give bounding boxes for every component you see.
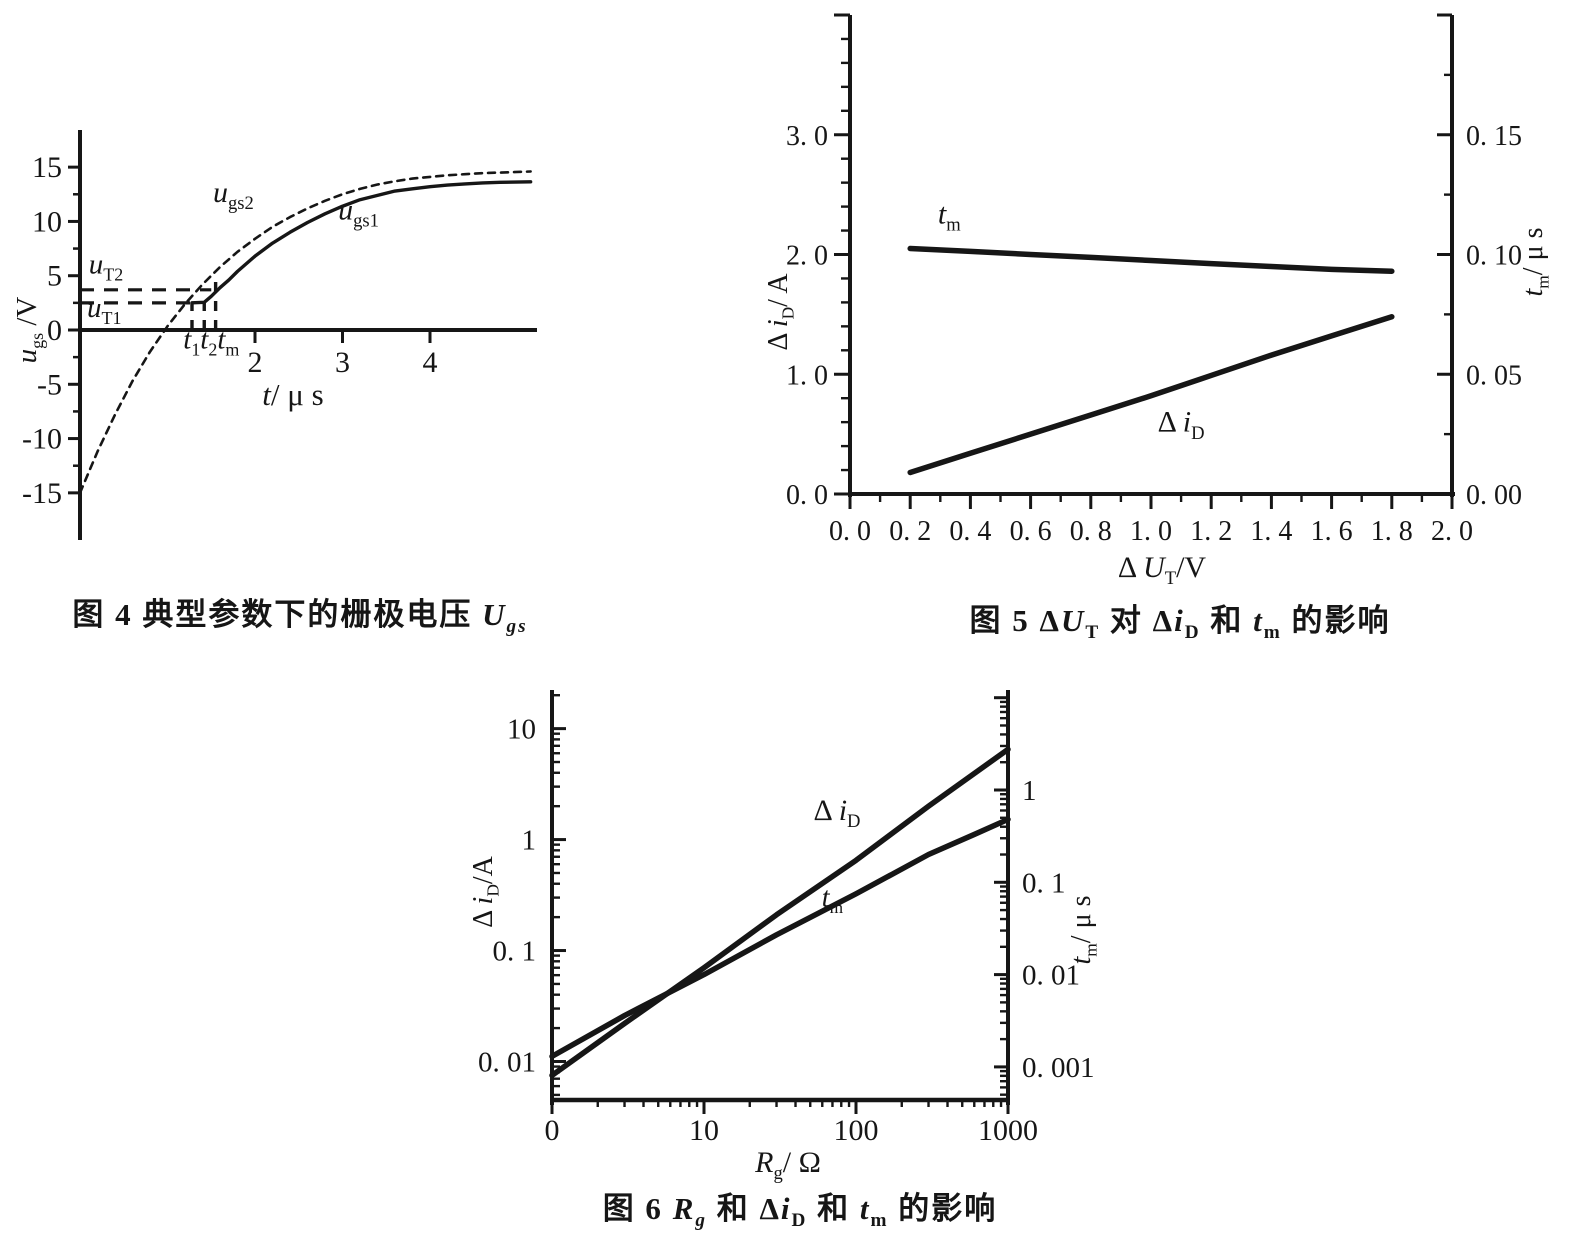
svg-text:5: 5: [47, 260, 62, 293]
svg-text:2. 0: 2. 0: [1431, 516, 1473, 547]
svg-text:1. 6: 1. 6: [1311, 516, 1353, 547]
svg-text:10: 10: [507, 714, 536, 746]
delta-ut-effect-chart: 3. 0 2. 0 1. 0 0. 0 0. 15 0. 10 0. 05 0. 00 0. 0…: [763, 13, 1553, 589]
svg-text:10: 10: [689, 1114, 719, 1147]
svg-text:2. 0: 2. 0: [786, 241, 828, 272]
svg-text:0. 2: 0. 2: [889, 516, 931, 547]
svg-text:1: 1: [1022, 775, 1037, 807]
svg-text:0. 8: 0. 8: [1070, 516, 1112, 547]
figure5-caption: 图 5 ΔUT 对 ΔiD 和 tm 的影响: [969, 603, 1391, 644]
svg-text:Δ iD: Δ iD: [814, 794, 861, 832]
figure6-caption: 图 6 Rg 和 ΔiD 和 tm 的影响: [602, 1191, 998, 1232]
svg-text:Δ iD: Δ iD: [1158, 406, 1205, 444]
svg-text:tm/ μ s: tm/ μ s: [1518, 228, 1553, 297]
rg-effect-chart: 10 1 0. 1 0. 01 1 0. 1 0. 01 0. 001 0 10 100 1000 Rg…: [468, 690, 1101, 1184]
svg-text:10: 10: [32, 205, 62, 238]
svg-text:t1t2tm: t1t2tm: [183, 323, 239, 359]
svg-text:Rg/ Ω: Rg/ Ω: [754, 1146, 821, 1184]
svg-text:1. 8: 1. 8: [1371, 516, 1413, 547]
svg-text:ugs /V: ugs /V: [11, 297, 47, 364]
svg-text:ugs2: ugs2: [213, 176, 254, 214]
svg-text:0. 01: 0. 01: [1022, 960, 1080, 992]
svg-text:uT2: uT2: [89, 249, 123, 285]
svg-text:0. 1: 0. 1: [493, 936, 537, 968]
svg-text:0: 0: [47, 314, 62, 347]
svg-text:1. 0: 1. 0: [1130, 516, 1172, 547]
svg-text:0. 0: 0. 0: [829, 516, 871, 547]
svg-text:3: 3: [335, 346, 350, 379]
svg-text:100: 100: [834, 1114, 879, 1147]
svg-text:tm: tm: [822, 882, 844, 917]
svg-text:0: 0: [545, 1114, 560, 1147]
svg-text:tm: tm: [938, 197, 961, 235]
svg-text:4: 4: [423, 346, 438, 379]
svg-text:-15: -15: [22, 477, 62, 510]
svg-text:Δ iD/ A: Δ iD/ A: [763, 273, 798, 351]
figure4-caption: 图 4 典型参数下的栅极电压 Ugs: [72, 597, 528, 638]
svg-text:0. 001: 0. 001: [1022, 1052, 1095, 1084]
svg-text:0. 15: 0. 15: [1466, 121, 1522, 152]
svg-text:1. 2: 1. 2: [1190, 516, 1232, 547]
svg-text:0. 1: 0. 1: [1022, 867, 1066, 899]
svg-text:uT1: uT1: [87, 292, 121, 328]
svg-text:15: 15: [32, 151, 62, 184]
svg-text:1. 4: 1. 4: [1250, 516, 1292, 547]
svg-text:t/ μ s: t/ μ s: [262, 377, 323, 412]
svg-text:ugs1: ugs1: [338, 193, 379, 231]
svg-text:0. 00: 0. 00: [1466, 480, 1522, 511]
svg-text:0. 01: 0. 01: [478, 1046, 536, 1078]
svg-text:3. 0: 3. 0: [786, 121, 828, 152]
svg-text:-10: -10: [22, 423, 62, 456]
svg-text:-5: -5: [37, 368, 62, 401]
svg-text:0. 0: 0. 0: [786, 480, 828, 511]
svg-text:1000: 1000: [978, 1114, 1038, 1147]
svg-text:1: 1: [522, 825, 537, 857]
svg-text:Δ iD/A: Δ iD/A: [468, 855, 503, 928]
svg-text:2: 2: [248, 346, 263, 379]
svg-text:0. 6: 0. 6: [1010, 516, 1052, 547]
svg-text:Δ UT/V: Δ UT/V: [1118, 551, 1207, 589]
svg-text:0. 05: 0. 05: [1466, 360, 1522, 391]
gate-voltage-chart: 15 10 5 0 -5 -10 -15 2 3 4 t/ μ s ugs /V uT2 uT1 t1t2t…: [11, 130, 537, 540]
svg-text:0. 10: 0. 10: [1466, 241, 1522, 272]
svg-text:0. 4: 0. 4: [949, 516, 991, 547]
svg-text:tm/ μ s: tm/ μ s: [1066, 896, 1101, 965]
svg-text:1. 0: 1. 0: [786, 360, 828, 391]
